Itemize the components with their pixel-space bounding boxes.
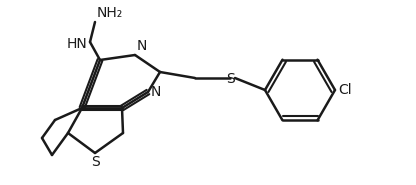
Text: S: S xyxy=(225,72,234,86)
Text: Cl: Cl xyxy=(338,83,352,97)
Text: N: N xyxy=(151,85,161,99)
Text: NH₂: NH₂ xyxy=(97,6,123,20)
Text: N: N xyxy=(137,39,147,53)
Text: S: S xyxy=(91,155,99,169)
Text: HN: HN xyxy=(66,37,87,51)
